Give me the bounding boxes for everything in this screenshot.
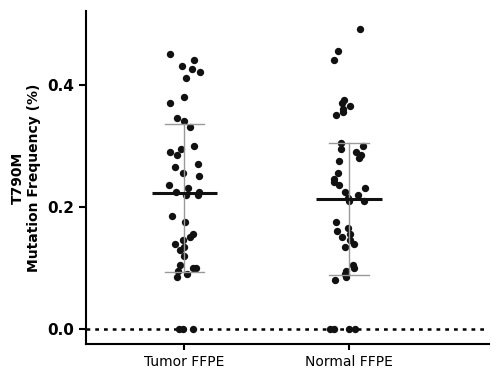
Point (340, 97, 348, 103)
Point (194, 173, 202, 179)
Point (166, 51, 174, 57)
Point (344, 225, 352, 231)
Point (171, 164, 179, 170)
Point (166, 100, 174, 106)
Point (182, 192, 190, 198)
Point (350, 326, 358, 332)
Point (190, 57, 198, 63)
Point (180, 94, 188, 100)
Point (174, 268, 182, 274)
Point (194, 192, 202, 198)
Point (194, 161, 202, 167)
Point (338, 109, 346, 115)
Point (336, 158, 344, 164)
Point (330, 57, 338, 63)
Point (183, 271, 191, 277)
Point (330, 179, 338, 185)
Point (173, 274, 181, 280)
Point (344, 195, 352, 201)
Point (178, 63, 186, 69)
Point (346, 231, 354, 238)
Point (357, 152, 365, 158)
Point (338, 100, 345, 106)
Point (350, 265, 358, 271)
Point (190, 142, 198, 149)
Point (342, 268, 350, 274)
Point (342, 274, 350, 280)
Point (338, 106, 346, 112)
Point (332, 219, 340, 225)
Point (334, 170, 342, 176)
Point (345, 326, 353, 332)
Point (179, 170, 187, 176)
Point (342, 271, 350, 277)
Point (196, 69, 204, 75)
Point (165, 182, 173, 188)
Point (346, 198, 354, 204)
Point (350, 241, 358, 247)
Point (330, 326, 338, 332)
Point (184, 185, 192, 192)
Point (179, 326, 187, 332)
Point (333, 228, 341, 234)
Point (331, 277, 339, 283)
Point (180, 253, 188, 259)
Point (326, 326, 334, 332)
Point (174, 152, 182, 158)
Point (338, 234, 346, 241)
Point (173, 115, 181, 121)
Point (195, 188, 203, 195)
Point (176, 247, 184, 253)
Point (346, 238, 354, 244)
Point (355, 155, 363, 161)
Point (334, 48, 342, 54)
Point (170, 241, 178, 247)
Point (342, 271, 349, 277)
Point (176, 262, 184, 268)
Point (362, 185, 370, 192)
Point (337, 139, 345, 146)
Point (172, 188, 179, 195)
Point (176, 326, 184, 332)
Point (190, 265, 198, 271)
Point (181, 219, 189, 225)
Point (176, 146, 184, 152)
Point (188, 231, 196, 238)
Point (335, 182, 343, 188)
Point (180, 244, 188, 250)
Point (332, 112, 340, 118)
Point (188, 66, 196, 72)
Point (330, 176, 338, 182)
Point (340, 244, 348, 250)
Point (352, 149, 360, 155)
Point (349, 262, 357, 268)
Y-axis label: T790M
Mutation Frequency (%): T790M Mutation Frequency (%) (11, 84, 42, 272)
Point (182, 75, 190, 81)
Point (186, 234, 194, 241)
Point (341, 188, 349, 195)
Point (356, 27, 364, 33)
Point (168, 213, 176, 219)
Point (358, 142, 366, 149)
Point (166, 149, 174, 155)
Point (354, 192, 362, 198)
Point (192, 265, 200, 271)
Point (180, 118, 188, 124)
Point (180, 238, 188, 244)
Point (346, 103, 354, 109)
Point (189, 326, 197, 332)
Point (337, 146, 345, 152)
Point (360, 198, 368, 204)
Point (186, 124, 194, 130)
